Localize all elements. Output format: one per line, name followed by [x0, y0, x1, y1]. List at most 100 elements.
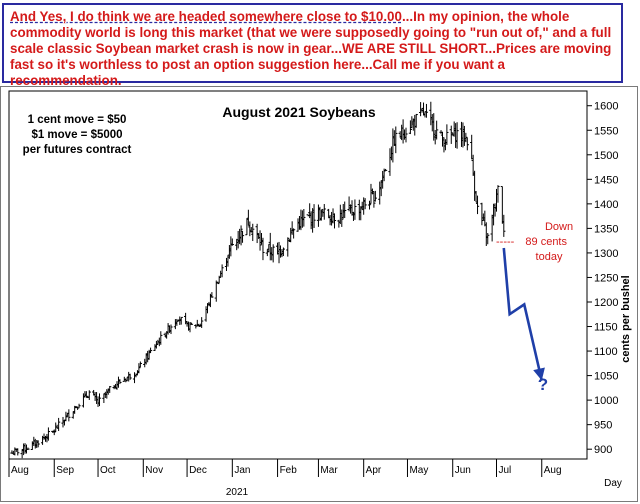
x-tick-label: Jul: [499, 465, 512, 476]
y-axis: 900 950 1000 1050 1100 1150 1200 1250 1300 1350 14…: [587, 101, 618, 456]
y-tick-label: 1050: [594, 371, 618, 383]
ohlc-bar: [281, 247, 286, 257]
x-tick-label: Oct: [100, 465, 116, 476]
ohlc-bar: [26, 447, 30, 450]
ohlc-bar: [189, 323, 194, 325]
y-tick-label: 1550: [594, 125, 618, 137]
ohlc-bar: [179, 316, 183, 325]
x-tick-label: May: [409, 465, 428, 476]
ohlc-bar: [502, 214, 506, 237]
annotation-today: today: [536, 251, 563, 263]
ohlc-bar: [465, 137, 469, 151]
ohlc-bar: [372, 191, 376, 208]
x-axis: Aug Sep Oct Nov Dec Jan Feb Mar Apr May Jun Jul Aug: [8, 459, 562, 477]
ohlc-bar: [394, 126, 398, 154]
x-tick-label: Apr: [366, 465, 382, 476]
x-axis-label: Day: [604, 478, 622, 489]
ohlc-bar: [302, 209, 306, 227]
chart-frame: 900 950 1000 1050 1100 1150 1200 1250 1300 1350 14…: [0, 86, 638, 502]
y-tick-label: 1450: [594, 174, 618, 186]
x-tick-label: Dec: [189, 465, 207, 476]
x-tick-label: Jan: [234, 465, 250, 476]
forecast-path: [502, 247, 545, 381]
ohlc-bar: [486, 232, 490, 245]
commentary-text: And Yes, I do think we are headed somewh…: [10, 9, 615, 89]
ohlc-bar: [449, 125, 453, 144]
ohlc-bar: [353, 199, 357, 220]
annotation-dashes: -----: [496, 236, 515, 248]
ohlc-bar: [435, 120, 439, 140]
x-tick-label: Nov: [145, 465, 163, 476]
chart-title: August 2021 Soybeans: [222, 104, 375, 120]
ohlc-bar: [36, 440, 40, 448]
ohlc-bar: [367, 200, 372, 210]
ohlc-bar: [414, 113, 418, 128]
ohlc-bar: [455, 122, 459, 149]
ohlc-bar: [322, 204, 326, 220]
ohlc-bar: [230, 238, 234, 246]
price-chart: 900 950 1000 1050 1100 1150 1200 1250 1300 1350 14…: [8, 90, 632, 498]
ohlc-bar: [210, 292, 214, 298]
y-axis-label: cents per bushel: [620, 275, 632, 362]
ohlc-bar: [137, 363, 141, 374]
ohlc-bar: [271, 244, 275, 263]
y-tick-label: 1300: [594, 248, 618, 260]
ohlc-bar: [16, 448, 20, 456]
ohlc-bar: [77, 403, 81, 409]
ohlc-bar: [214, 280, 218, 302]
contract-info-line-3: per futures contract: [23, 144, 132, 156]
x-tick-label: Jun: [455, 465, 471, 476]
contract-info-line-1: 1 cent move = $50: [28, 114, 127, 126]
ohlc-bar: [480, 202, 484, 226]
ohlc-bar: [445, 124, 449, 145]
y-tick-label: 1100: [594, 346, 618, 358]
y-tick-label: 1200: [594, 297, 618, 309]
ohlc-bar: [169, 324, 173, 335]
x-tick-label: Sep: [56, 465, 74, 476]
ohlc-bar: [57, 417, 61, 432]
ohlc-bar: [496, 185, 500, 203]
x-tick-label: Aug: [11, 465, 29, 476]
ohlc-bar: [138, 361, 142, 368]
ohlc-bar: [118, 379, 122, 385]
ohlc-bar: [128, 373, 132, 380]
ohlc-bar: [332, 213, 337, 229]
ohlc-bar: [258, 230, 262, 251]
y-tick-label: 1400: [594, 199, 618, 211]
y-tick-label: 1000: [594, 395, 618, 407]
year-label: 2021: [226, 487, 249, 498]
y-tick-label: 1500: [594, 150, 618, 162]
ohlc-bar: [239, 225, 243, 246]
forecast-line: [502, 247, 544, 381]
ohlc-bar: [251, 223, 255, 242]
ohlc-bar: [475, 195, 480, 215]
x-tick-label: Feb: [280, 465, 298, 476]
y-tick-label: 1250: [594, 272, 618, 284]
ohlc-bar: [292, 228, 296, 239]
ohlc-bar: [108, 385, 112, 393]
y-tick-label: 1150: [594, 322, 618, 334]
ohlc-bar: [363, 198, 367, 210]
ohlc-bar: [87, 390, 91, 400]
ohlc-bar: [148, 347, 153, 353]
plot-border: [8, 90, 588, 460]
y-tick-label: 900: [594, 444, 612, 456]
x-tick-label: Aug: [544, 465, 562, 476]
annotation-down: Down: [545, 221, 573, 233]
ohlc-bar: [424, 103, 429, 118]
y-tick-label: 950: [594, 420, 612, 432]
ohlc-bar: [200, 317, 204, 328]
ohlc-bar: [383, 168, 388, 171]
ohlc-bar: [373, 190, 377, 202]
y-tick-label: 1600: [594, 101, 618, 113]
forecast-arrowhead: [533, 367, 545, 381]
ohlc-bar: [343, 201, 347, 219]
commentary-headline: And Yes, I do think we are headed somewh…: [10, 9, 402, 24]
y-tick-label: 1350: [594, 223, 618, 235]
ohlc-bar: [159, 331, 163, 345]
contract-info-line-2: $1 move = $5000: [31, 129, 122, 141]
ohlc-bar: [46, 427, 51, 441]
x-tick-label: Mar: [320, 465, 338, 476]
commentary-box: And Yes, I do think we are headed somewh…: [2, 3, 623, 88]
commentary-body: ...In my opinion, the whole commodity wo…: [10, 9, 612, 88]
